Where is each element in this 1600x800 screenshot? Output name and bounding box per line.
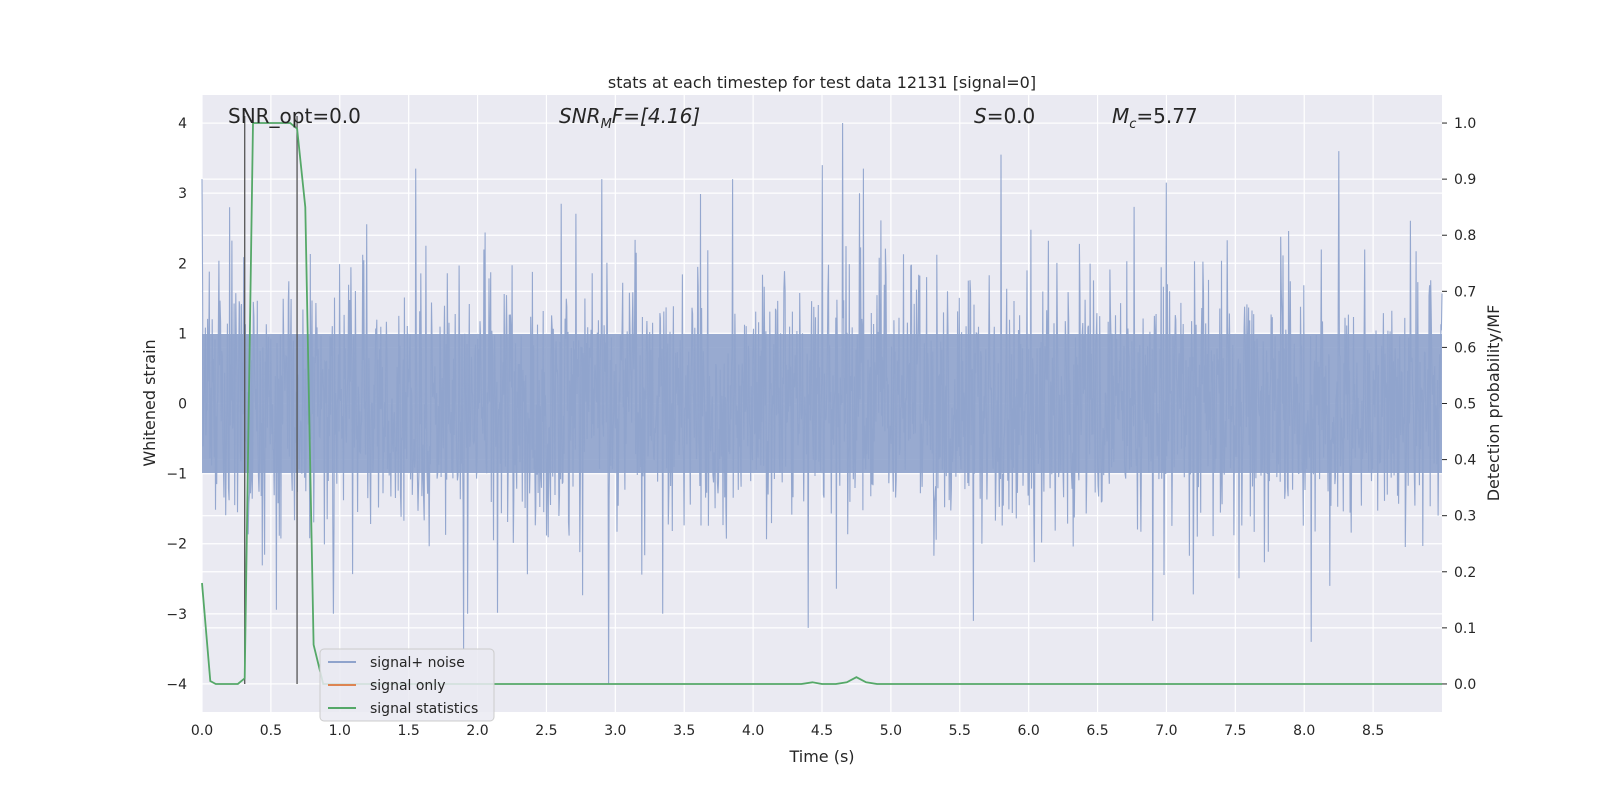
legend: signal+ noise signal only signal statist… [319, 648, 495, 722]
annotation-snr-opt: SNR_opt=0.0 [228, 104, 361, 128]
y-right-tick-label: 0.4 [1454, 453, 1476, 469]
snr-mf-sub: M [601, 117, 612, 132]
y-left-tick-label: 4 [178, 116, 187, 132]
x-tick-label: 1.5 [398, 723, 420, 739]
x-tick-label: 7.0 [1155, 723, 1177, 739]
s-symbol: S [974, 104, 987, 128]
x-tick-label: 1.0 [329, 723, 351, 739]
y-left-tick-label: −3 [166, 607, 187, 623]
y-right-tick-label: 0.6 [1454, 340, 1476, 356]
y-right-tick-label: 0.7 [1454, 284, 1476, 300]
x-tick-label: 0.5 [260, 723, 282, 739]
s-value: =0.0 [987, 104, 1036, 128]
x-tick-label: 2.5 [535, 723, 557, 739]
y-right-axis-label: Detection probability/MF [1484, 305, 1503, 502]
x-tick-label: 4.5 [811, 723, 833, 739]
x-tick-label: 6.0 [1018, 723, 1040, 739]
x-tick-label: 4.0 [742, 723, 764, 739]
x-tick-label: 0.0 [191, 723, 213, 739]
x-tick-label: 5.5 [949, 723, 971, 739]
y-left-tick-labels: 4 3 2 1 0 −1 −2 −3 −4 [166, 116, 187, 693]
signal-noise-line [201, 122, 1443, 685]
y-left-tick-label: 3 [178, 186, 187, 202]
annotation-mc: Mc=5.77 [1112, 104, 1198, 132]
x-tick-label: 3.5 [673, 723, 695, 739]
legend-box [319, 648, 495, 722]
x-tick-label: 8.0 [1293, 723, 1315, 739]
x-tick-label: 5.0 [880, 723, 902, 739]
x-tick-label: 2.0 [466, 723, 488, 739]
y-right-tick-labels: 1.0 0.9 0.8 0.7 0.6 0.5 0.4 0.3 0.2 0.1 0.0 [1442, 116, 1476, 693]
y-right-tick-label: 0.5 [1454, 397, 1476, 413]
x-tick-label: 3.0 [604, 723, 626, 739]
y-left-axis-label: Whitened strain [140, 339, 159, 466]
mc-value: =5.77 [1136, 104, 1197, 128]
y-left-tick-label: 2 [178, 256, 187, 272]
x-tick-label: 7.5 [1224, 723, 1246, 739]
signal-noise-series [201, 122, 1443, 685]
legend-label-signal-statistics: signal statistics [370, 701, 478, 717]
y-left-tick-label: 0 [178, 397, 187, 413]
y-left-tick-label: −1 [166, 467, 187, 483]
vertical-markers [244, 116, 298, 684]
annotation-snr-mf: SNRMF=[4.16] [559, 104, 700, 132]
y-right-tick-label: 0.3 [1454, 509, 1476, 525]
x-axis-label: Time (s) [788, 747, 854, 766]
x-tick-labels: 0.0 0.5 1.0 1.5 2.0 2.5 3.0 3.5 4.0 4.5 5.0 5.5 6.0 6… [191, 723, 1384, 739]
mc-sub: c [1129, 117, 1136, 132]
x-tick-label: 6.5 [1086, 723, 1108, 739]
y-right-tick-label: 0.0 [1454, 677, 1476, 693]
snr-mf-base: SNR [559, 104, 601, 128]
y-right-tick-label: 0.1 [1454, 621, 1476, 637]
y-left-tick-label: −2 [166, 537, 187, 553]
y-right-tick-label: 0.8 [1454, 228, 1476, 244]
y-right-tick-label: 1.0 [1454, 116, 1476, 132]
y-left-tick-label: 1 [178, 326, 187, 342]
x-tick-label: 8.5 [1362, 723, 1384, 739]
snr-mf-tail: F=[4.16] [612, 104, 700, 128]
y-left-tick-label: −4 [166, 677, 187, 693]
chart-title: stats at each timestep for test data 121… [608, 73, 1036, 92]
mc-symbol: M [1112, 104, 1129, 128]
annotation-s: S=0.0 [974, 104, 1035, 128]
legend-label-signal-noise: signal+ noise [370, 655, 465, 671]
y-right-tick-label: 0.9 [1454, 172, 1476, 188]
y-right-tick-label: 0.2 [1454, 565, 1476, 581]
legend-label-signal-only: signal only [370, 678, 445, 694]
